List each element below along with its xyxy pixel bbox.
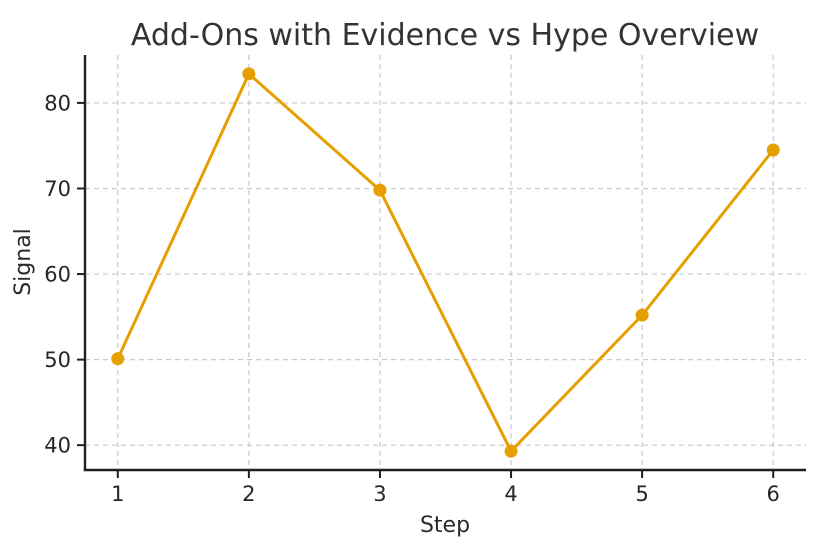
series-line <box>116 72 775 453</box>
data-point-marker <box>504 444 518 458</box>
x-tick-label: 6 <box>767 482 780 506</box>
data-point-marker <box>373 183 387 197</box>
data-point-marker <box>635 308 649 322</box>
y-tick-label: 80 <box>44 91 71 115</box>
x-axis-label: Step <box>420 513 470 538</box>
x-tick-label: 2 <box>242 482 255 506</box>
tick-labels: 1 2 3 4 5 6 40 50 60 70 80 <box>44 91 780 506</box>
data-point-marker <box>766 143 780 157</box>
x-tick-label: 5 <box>635 482 648 506</box>
x-tick-label: 3 <box>373 482 386 506</box>
y-tick-label: 60 <box>44 263 71 287</box>
y-tick-label: 70 <box>44 177 71 201</box>
y-tick-label: 50 <box>44 348 71 372</box>
y-axis-label: Signal <box>11 228 36 296</box>
x-tick-label: 4 <box>504 482 517 506</box>
chart-title: Add-Ons with Evidence vs Hype Overview <box>131 18 759 53</box>
data-point-marker <box>111 352 125 366</box>
x-tick-label: 1 <box>111 482 124 506</box>
data-series <box>111 67 780 458</box>
y-tick-label: 40 <box>44 434 71 458</box>
axes <box>77 55 806 478</box>
gridlines <box>85 55 806 470</box>
data-point-marker <box>242 67 256 81</box>
